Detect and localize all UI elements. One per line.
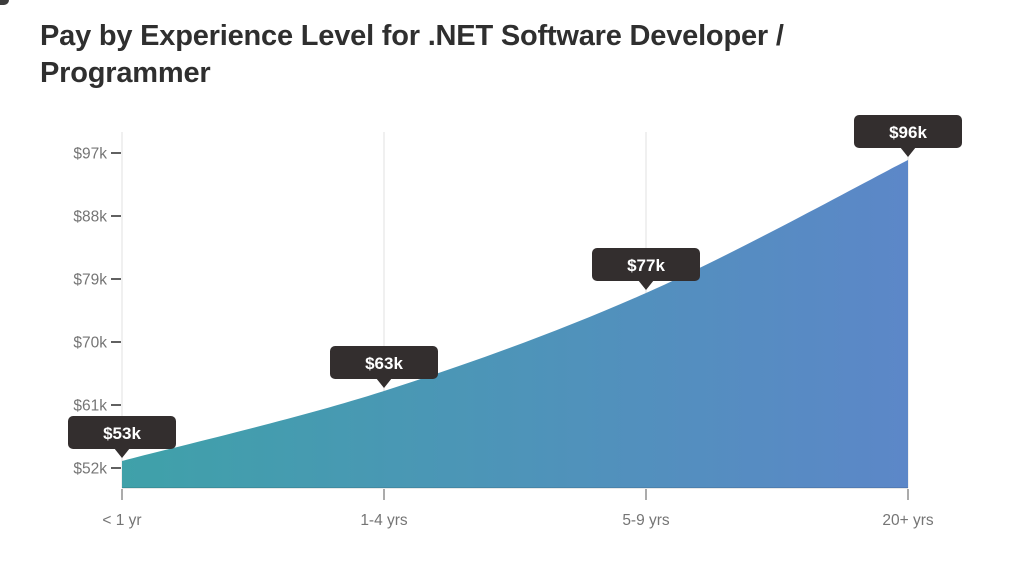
tooltip-pointer <box>114 448 130 458</box>
y-axis-ticks-layer <box>111 152 121 469</box>
tooltip-box <box>854 115 962 148</box>
tooltip-pointer <box>900 147 916 157</box>
y-axis-label: $70k <box>73 335 107 352</box>
tooltip-value-label: $53k <box>103 424 141 443</box>
y-axis-label: $79k <box>73 272 107 289</box>
x-axis-ticks-layer <box>121 489 909 500</box>
x-axis-label: 20+ yrs <box>882 512 934 529</box>
tooltip-box <box>68 416 176 449</box>
y-axis-label: $88k <box>73 209 107 226</box>
corner-artifact <box>0 0 9 5</box>
value-tooltip: $77k <box>592 248 700 290</box>
value-callouts-layer: $53k $63k $77k $96k <box>68 115 962 458</box>
y-axis-label: $97k <box>73 146 107 163</box>
tooltip-value-label: $77k <box>627 256 665 275</box>
chart-title: Pay by Experience Level for .NET Softwar… <box>40 18 980 92</box>
tooltip-pointer <box>376 378 392 388</box>
tooltip-value-label: $63k <box>365 354 403 373</box>
tooltip-value-label: $96k <box>889 123 927 142</box>
value-tooltip: $63k <box>330 346 438 388</box>
value-tooltip: $53k <box>68 416 176 458</box>
chart-title-line2: Programmer <box>40 57 211 89</box>
tooltip-box <box>330 346 438 379</box>
tooltip-pointer <box>638 280 654 290</box>
x-axis-label: 1-4 yrs <box>360 512 408 529</box>
y-axis-label: $61k <box>73 398 107 415</box>
axis-labels-layer: $52k $61k $70k $79k $88k $97k < 1 yr 1-4 yrs 5-9… <box>73 146 934 530</box>
chart-title-line1: Pay by Experience Level for .NET Softwar… <box>40 20 784 52</box>
y-axis-label: $52k <box>73 461 107 478</box>
tooltip-box <box>592 248 700 281</box>
salary-area-series[interactable] <box>122 160 908 488</box>
value-tooltip: $96k <box>854 115 962 157</box>
x-axis-label: 5-9 yrs <box>622 512 670 529</box>
x-axis-label: < 1 yr <box>102 512 141 529</box>
